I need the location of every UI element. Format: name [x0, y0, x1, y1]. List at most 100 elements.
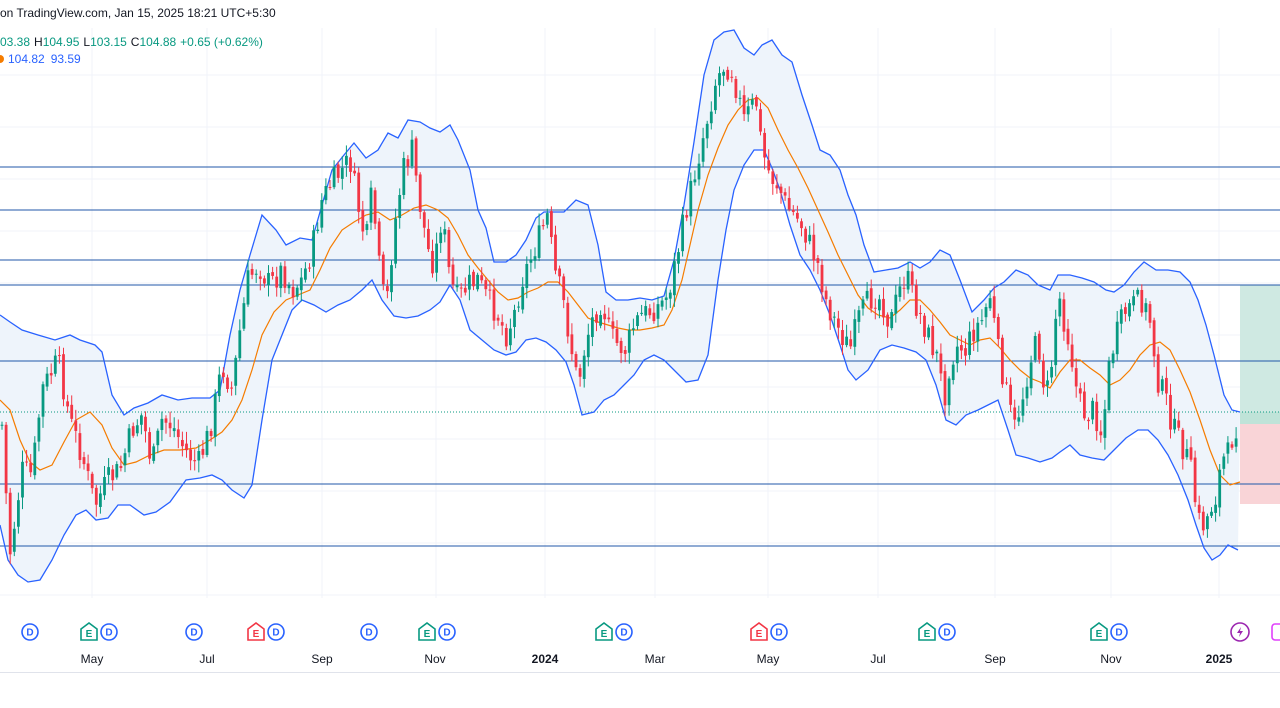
earnings-icon[interactable]: [595, 622, 613, 641]
candle-body: [418, 174, 422, 212]
candle-body: [480, 275, 484, 281]
candle-body: [1050, 366, 1053, 378]
candle-body: [972, 329, 976, 342]
dividend-icon-letter: D: [190, 628, 197, 639]
candle-body: [816, 258, 820, 263]
event-marker-d[interactable]: D: [938, 623, 956, 641]
event-marker-d[interactable]: D: [185, 623, 203, 641]
event-marker-e[interactable]: E: [595, 622, 613, 641]
candle-body: [837, 318, 840, 328]
event-marker-d[interactable]: D: [360, 623, 378, 641]
dividend-icon[interactable]: [1110, 623, 1128, 641]
position-tool[interactable]: [1240, 285, 1280, 504]
candle-body: [25, 461, 28, 463]
dividend-icon[interactable]: [100, 623, 118, 641]
candle-body: [308, 267, 311, 269]
candle-body: [427, 228, 430, 250]
candle-body: [1128, 303, 1131, 317]
event-marker-e[interactable]: E: [80, 622, 98, 641]
candle-body: [759, 109, 762, 132]
partial-marker-icon[interactable]: [1271, 623, 1280, 641]
candle-body: [1160, 379, 1164, 391]
candle-body: [779, 186, 783, 194]
candle-body: [591, 317, 594, 338]
candle-body: [201, 448, 205, 455]
loss-zone[interactable]: [1240, 412, 1280, 504]
candle-body: [607, 317, 611, 320]
candle-body: [254, 273, 258, 275]
event-marker-e[interactable]: E: [918, 622, 936, 641]
candle-body: [1103, 409, 1107, 438]
candle-body: [17, 500, 20, 527]
earnings-icon[interactable]: [80, 622, 98, 641]
candle-body: [1017, 417, 1021, 422]
candle-body: [390, 265, 393, 293]
candle-body: [209, 431, 213, 436]
earnings-icon[interactable]: [1090, 622, 1108, 641]
candle-body: [1152, 320, 1156, 357]
bb-upper-value: 104.82: [8, 52, 45, 66]
event-marker-e-miss[interactable]: E: [750, 622, 768, 641]
candle-body: [287, 285, 291, 289]
candle-body: [791, 209, 795, 212]
candle-body: [242, 303, 246, 329]
event-marker-d[interactable]: D: [615, 623, 633, 641]
chart-source-header: on TradingView.com, Jan 15, 2025 18:21 U…: [0, 6, 276, 20]
x-tick-label: Nov: [1100, 652, 1121, 666]
dividend-icon[interactable]: [267, 623, 285, 641]
candle-body: [115, 464, 119, 478]
candle-body: [312, 230, 315, 267]
dividend-icon[interactable]: [615, 623, 633, 641]
event-marker-d[interactable]: D: [100, 623, 118, 641]
dividend-icon[interactable]: [770, 623, 788, 641]
candle-body: [898, 286, 902, 297]
event-marker-s[interactable]: [1230, 622, 1250, 642]
event-marker-d[interactable]: D: [770, 623, 788, 641]
candle-body: [1025, 386, 1029, 399]
candle-body: [62, 354, 65, 400]
candle-body: [771, 171, 775, 184]
candle-body: [422, 212, 426, 228]
dividend-icon[interactable]: [360, 623, 378, 641]
candle-body: [722, 71, 725, 76]
candle-body: [504, 327, 508, 347]
horizontal-levels[interactable]: [0, 166, 1280, 547]
earnings-icon[interactable]: [247, 622, 265, 641]
low-value: 103.15: [90, 35, 127, 49]
candle-body: [234, 357, 238, 386]
event-marker-d[interactable]: D: [1110, 623, 1128, 641]
earnings-icon[interactable]: [750, 622, 768, 641]
candle-body: [558, 268, 561, 277]
candle-body: [783, 192, 787, 196]
dividend-icon[interactable]: [185, 623, 203, 641]
earnings-icon[interactable]: [418, 622, 436, 641]
candle-body: [1095, 401, 1099, 432]
candle-body: [90, 473, 94, 489]
dividend-icon[interactable]: [938, 623, 956, 641]
event-marker-e[interactable]: E: [1090, 622, 1108, 641]
event-marker-e-miss[interactable]: E: [247, 622, 265, 641]
event-marker-d[interactable]: D: [21, 623, 39, 641]
low-label: L: [83, 35, 91, 49]
event-marker-e[interactable]: E: [418, 622, 436, 641]
candle-body: [578, 368, 582, 377]
profit-zone[interactable]: [1240, 285, 1280, 412]
candle-body: [8, 492, 12, 555]
candle-body: [1005, 382, 1008, 384]
earnings-icon[interactable]: [918, 622, 936, 641]
candle-body: [1091, 400, 1094, 420]
candle-body: [828, 299, 832, 321]
bb-lower-value: 93.59: [50, 52, 81, 66]
candle-body: [332, 166, 336, 188]
event-marker-d[interactable]: D: [267, 623, 285, 641]
earnings-icon-letter: E: [86, 629, 93, 640]
event-marker-d[interactable]: D: [438, 623, 456, 641]
candle-body: [49, 373, 53, 376]
candle-body: [238, 330, 242, 359]
candle-body: [685, 215, 689, 218]
dividend-icon[interactable]: [438, 623, 456, 641]
candle-body: [673, 261, 676, 296]
dividend-icon[interactable]: [21, 623, 39, 641]
